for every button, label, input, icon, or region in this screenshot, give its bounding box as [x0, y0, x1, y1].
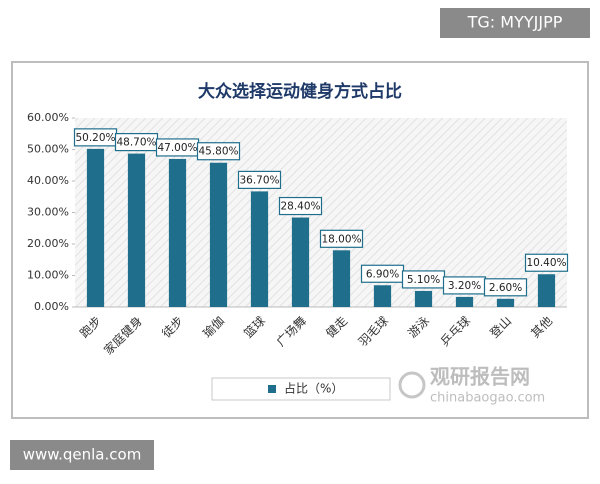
data-label-box [278, 196, 323, 216]
data-label: 18.00% [321, 233, 361, 245]
y-tick-label: 20.00% [27, 237, 69, 250]
tg-label: TG: MYYJJPP [467, 13, 563, 32]
tg-box [440, 8, 590, 38]
bar [86, 148, 105, 307]
watermark-logo [398, 371, 426, 399]
bar [537, 274, 556, 307]
data-label: 2.60% [489, 282, 522, 294]
data-label: 47.00% [157, 142, 197, 154]
data-label-box [483, 278, 528, 297]
data-label-box [524, 253, 569, 272]
y-tick-label: 0.00% [34, 300, 69, 313]
data-label: 45.80% [198, 146, 238, 158]
data-label-box [319, 229, 364, 248]
watermark-title: 观研报告网 [430, 365, 530, 389]
watermark-url: chinabaogao.com [430, 391, 545, 406]
y-tick-label: 10.00% [27, 269, 69, 282]
legend-swatch [268, 385, 276, 393]
bar [209, 162, 228, 307]
y-tick-label: 60.00% [27, 111, 69, 124]
chart-title: 大众选择运动健身方式占比 [198, 81, 402, 102]
data-label: 10.40% [526, 257, 566, 269]
legend-box [211, 377, 391, 401]
data-label: 48.70% [116, 137, 156, 149]
site-box [10, 440, 154, 470]
bar [168, 158, 187, 307]
data-label: 36.70% [239, 174, 279, 186]
data-label: 5.10% [407, 274, 440, 286]
bar [414, 290, 433, 307]
bar [373, 285, 392, 307]
bar [127, 153, 146, 307]
bar [332, 250, 351, 307]
watermark: 观研报告网 chinabaogao.com [398, 365, 545, 406]
data-label: 50.20% [75, 132, 115, 144]
y-tick-label: 30.00% [27, 206, 69, 219]
data-label: 6.90% [366, 268, 399, 280]
y-tick-label: 50.00% [27, 143, 69, 156]
bar [496, 298, 515, 307]
bar [455, 296, 474, 307]
data-label: 28.40% [280, 201, 320, 213]
data-label: 3.20% [448, 280, 481, 292]
bar [250, 191, 269, 307]
data-label-box [237, 170, 282, 189]
legend-label: 占比（%） [284, 381, 343, 396]
data-label-box [196, 142, 241, 161]
y-tick-label: 40.00% [27, 174, 69, 187]
bar [291, 217, 310, 307]
site-label: www.qenla.com [23, 446, 142, 464]
